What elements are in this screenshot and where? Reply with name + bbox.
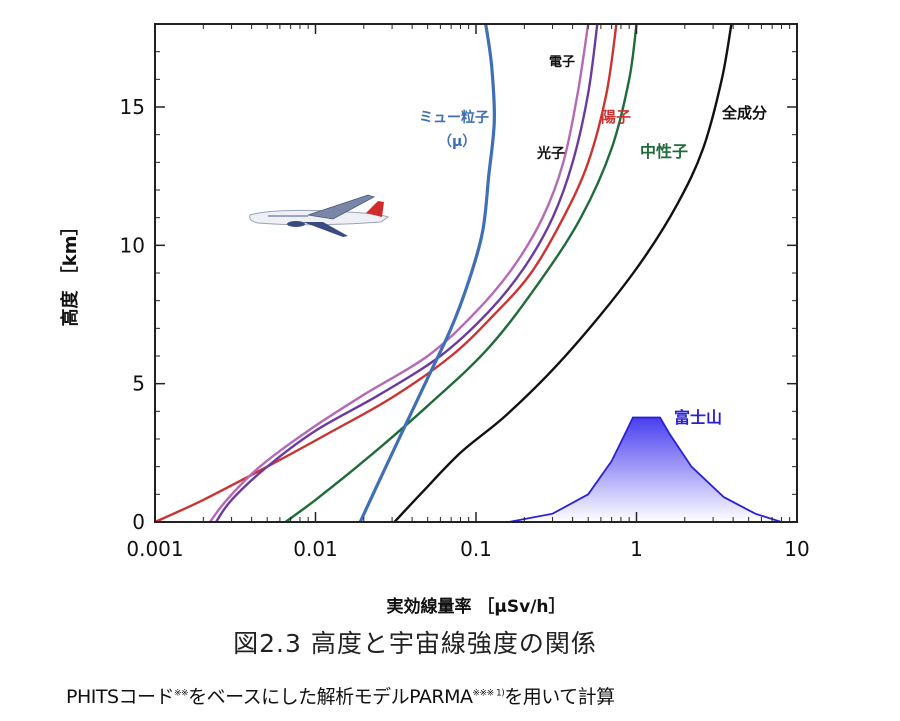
note-sup-1: ※※ (174, 688, 189, 699)
label-fuji: 富士山 (674, 408, 722, 427)
y-tick-label: 10 (120, 233, 145, 257)
note-sup-2: ※※※ 1) (472, 688, 505, 699)
figure-caption: 図2.3 高度と宇宙線強度の関係 (233, 629, 597, 658)
label-total: 全成分 (721, 104, 767, 122)
series-line-2 (155, 24, 618, 522)
plot-frame (154, 23, 798, 523)
mount-fuji-area (508, 416, 782, 522)
series-line-3 (214, 24, 599, 522)
x-tick-label: 0.1 (460, 537, 492, 561)
label-proton: 陽子 (601, 108, 631, 126)
x-tick-label: 10 (784, 537, 809, 561)
series-line-0 (393, 24, 733, 522)
x-axis-title: 実効線量率 ［μSv/h］ (386, 596, 565, 617)
x-tick-label: 0.01 (293, 537, 338, 561)
y-tick-label: 15 (120, 95, 145, 119)
note-suffix: を用いて計算 (504, 686, 615, 708)
label-muon-symbol: （μ） (438, 134, 476, 150)
chart: 0.001 0.01 0.1 1 10 0 5 10 15 電子 陽子 全成分 ミュー粒子 （μ… (59, 23, 810, 617)
x-tick-label: 0.001 (126, 537, 183, 561)
series-line-5 (358, 24, 496, 522)
label-electron: 電子 (549, 55, 575, 70)
note-prefix: PHITSコード (66, 686, 175, 708)
x-tick-label: 1 (630, 537, 643, 561)
series-line-1 (284, 24, 638, 522)
label-muon: ミュー粒子 (419, 109, 489, 126)
label-neutron: 中性子 (640, 142, 688, 161)
label-photon: 光子 (536, 145, 565, 162)
note-middle: をベースにした解析モデルPARMA (188, 686, 473, 708)
footnote: PHITSコード※※をベースにした解析モデルPARMA※※※ 1)を用いて計算 (66, 682, 615, 709)
series-line-4 (208, 24, 590, 522)
y-axis-title: 高度 ［km］ (59, 218, 81, 327)
y-tick-label: 0 (132, 510, 145, 534)
y-tick-label: 5 (132, 372, 145, 396)
airplane-icon (249, 194, 390, 237)
